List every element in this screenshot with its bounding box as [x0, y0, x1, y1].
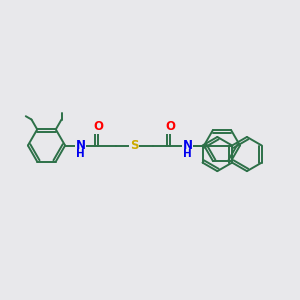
- Text: S: S: [130, 139, 138, 152]
- Text: H: H: [76, 149, 85, 160]
- Text: H: H: [183, 149, 192, 160]
- Text: N: N: [76, 139, 86, 152]
- Text: O: O: [165, 120, 175, 134]
- Text: O: O: [93, 120, 103, 134]
- Text: N: N: [182, 139, 193, 152]
